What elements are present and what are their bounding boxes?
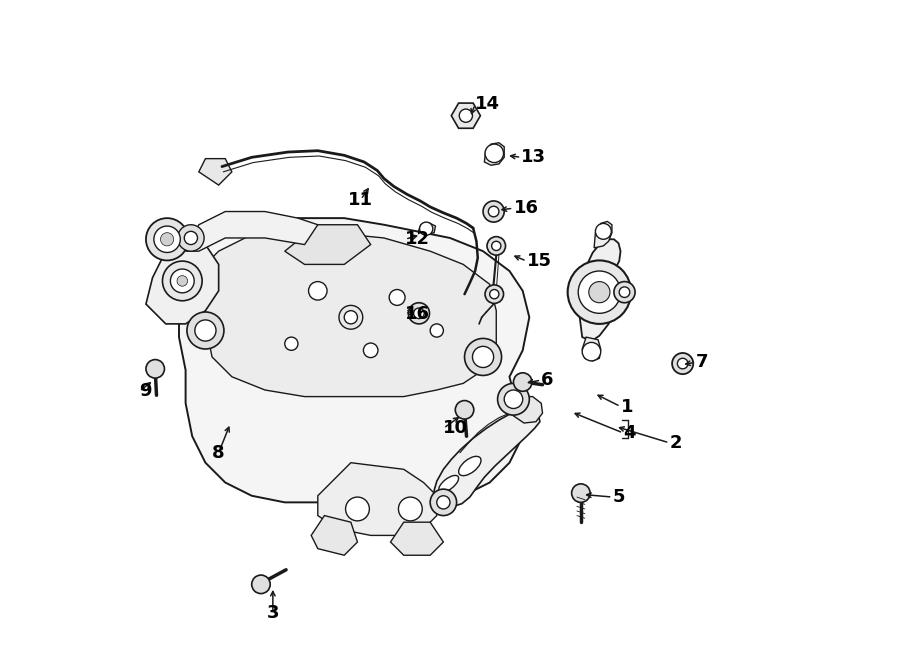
Circle shape <box>489 206 499 217</box>
Circle shape <box>184 231 197 245</box>
Circle shape <box>346 497 369 521</box>
Text: 2: 2 <box>670 434 682 452</box>
Polygon shape <box>318 463 436 535</box>
Circle shape <box>504 390 523 408</box>
Polygon shape <box>199 159 232 185</box>
Circle shape <box>339 305 363 329</box>
Polygon shape <box>284 225 371 264</box>
Circle shape <box>414 308 424 319</box>
Circle shape <box>177 225 204 251</box>
Circle shape <box>455 401 473 419</box>
Text: 4: 4 <box>623 424 635 442</box>
Polygon shape <box>179 218 529 502</box>
Circle shape <box>678 358 688 369</box>
Circle shape <box>464 338 501 375</box>
Text: 15: 15 <box>526 252 552 270</box>
Polygon shape <box>509 397 543 423</box>
Circle shape <box>177 276 187 286</box>
Polygon shape <box>594 221 612 248</box>
Polygon shape <box>391 522 444 555</box>
Polygon shape <box>451 103 481 128</box>
Circle shape <box>284 337 298 350</box>
Text: 3: 3 <box>266 604 279 623</box>
Circle shape <box>163 261 202 301</box>
Text: 9: 9 <box>140 382 152 401</box>
Polygon shape <box>311 516 357 555</box>
Text: 13: 13 <box>521 148 546 167</box>
Circle shape <box>364 343 378 358</box>
Circle shape <box>487 237 506 255</box>
Circle shape <box>619 287 630 297</box>
Text: 5: 5 <box>613 488 626 506</box>
Circle shape <box>195 320 216 341</box>
Circle shape <box>154 226 180 253</box>
Circle shape <box>485 144 503 163</box>
Polygon shape <box>579 239 620 341</box>
Circle shape <box>309 282 327 300</box>
Circle shape <box>498 383 529 415</box>
Circle shape <box>344 311 357 324</box>
Text: 14: 14 <box>475 95 500 114</box>
Circle shape <box>596 223 611 239</box>
Circle shape <box>187 312 224 349</box>
Polygon shape <box>418 223 436 235</box>
Circle shape <box>399 497 422 521</box>
Polygon shape <box>582 337 600 361</box>
Text: 11: 11 <box>348 190 374 209</box>
Circle shape <box>582 342 600 361</box>
Circle shape <box>472 346 493 368</box>
Circle shape <box>170 269 194 293</box>
Ellipse shape <box>439 475 459 492</box>
Text: 6: 6 <box>541 371 554 389</box>
Ellipse shape <box>459 456 481 476</box>
Circle shape <box>160 233 174 246</box>
Circle shape <box>146 360 165 378</box>
Circle shape <box>491 241 501 251</box>
Circle shape <box>572 484 590 502</box>
Circle shape <box>252 575 270 594</box>
Text: 7: 7 <box>696 353 708 371</box>
Text: 8: 8 <box>212 444 225 462</box>
Circle shape <box>578 271 620 313</box>
Circle shape <box>459 109 472 122</box>
Text: 12: 12 <box>405 230 430 249</box>
Polygon shape <box>185 212 318 251</box>
Circle shape <box>409 303 429 324</box>
Text: 16: 16 <box>405 305 430 323</box>
Circle shape <box>146 218 188 260</box>
Circle shape <box>514 373 532 391</box>
Polygon shape <box>205 231 496 397</box>
Circle shape <box>672 353 693 374</box>
Polygon shape <box>500 387 528 413</box>
Circle shape <box>485 285 503 303</box>
Circle shape <box>419 222 433 235</box>
Polygon shape <box>484 143 504 165</box>
Text: 1: 1 <box>620 397 633 416</box>
Polygon shape <box>146 238 219 324</box>
Circle shape <box>490 290 499 299</box>
Text: 10: 10 <box>444 419 468 438</box>
Circle shape <box>483 201 504 222</box>
Circle shape <box>568 260 631 324</box>
Circle shape <box>430 489 456 516</box>
Circle shape <box>614 282 635 303</box>
Circle shape <box>436 496 450 509</box>
Circle shape <box>589 282 610 303</box>
Polygon shape <box>434 408 540 506</box>
Circle shape <box>430 324 444 337</box>
Circle shape <box>389 290 405 305</box>
Text: 16: 16 <box>514 199 538 217</box>
